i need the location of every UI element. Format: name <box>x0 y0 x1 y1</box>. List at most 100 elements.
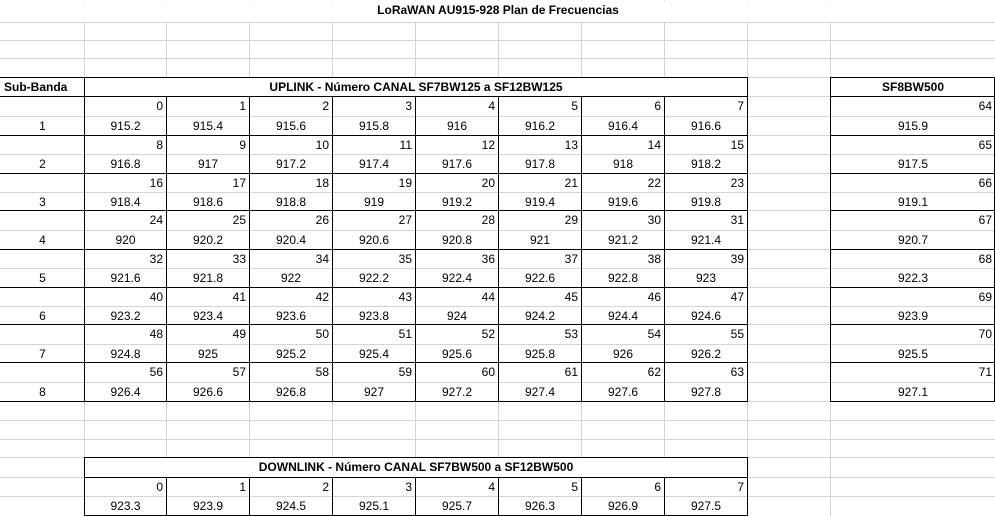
downlink-frequency[interactable]: 926.3 <box>499 497 581 516</box>
channel-number[interactable]: 52 <box>416 325 498 344</box>
channel-number[interactable]: 5 <box>499 97 581 116</box>
sf8-channel-number[interactable]: 71 <box>831 363 995 382</box>
channel-frequency[interactable]: 925 <box>167 345 249 362</box>
channel-frequency[interactable]: 921.4 <box>665 231 747 249</box>
channel-frequency[interactable]: 918.6 <box>167 193 249 210</box>
subband-number[interactable]: 6 <box>1 307 84 324</box>
channel-number[interactable]: 37 <box>499 250 581 268</box>
uplink-header[interactable]: UPLINK - Número CANAL SF7BW125 a SF12BW1… <box>85 78 747 96</box>
downlink-frequency[interactable]: 926.9 <box>582 497 664 516</box>
sf8-frequency[interactable]: 923.9 <box>831 307 995 324</box>
channel-frequency[interactable]: 919 <box>333 193 415 210</box>
channel-frequency[interactable]: 927.6 <box>582 383 664 401</box>
channel-frequency[interactable]: 916.4 <box>582 117 664 135</box>
downlink-channel-number[interactable]: 3 <box>333 478 415 496</box>
channel-number[interactable]: 7 <box>665 97 747 116</box>
channel-frequency[interactable]: 923.2 <box>85 307 166 324</box>
channel-number[interactable]: 57 <box>167 363 249 382</box>
downlink-frequency[interactable]: 923.3 <box>85 497 166 516</box>
channel-number[interactable]: 60 <box>416 363 498 382</box>
channel-number[interactable]: 41 <box>167 288 249 306</box>
channel-frequency[interactable]: 926.2 <box>665 345 747 362</box>
channel-frequency[interactable]: 924 <box>416 307 498 324</box>
channel-frequency[interactable]: 919.8 <box>665 193 747 210</box>
channel-frequency[interactable]: 917.6 <box>416 155 498 173</box>
channel-frequency[interactable]: 925.8 <box>499 345 581 362</box>
subband-number[interactable]: 2 <box>1 155 84 173</box>
channel-number[interactable]: 9 <box>167 136 249 154</box>
channel-number[interactable]: 35 <box>333 250 415 268</box>
channel-frequency[interactable]: 926 <box>582 345 664 362</box>
sf8-frequency[interactable]: 925.5 <box>831 345 995 362</box>
channel-number[interactable]: 6 <box>582 97 664 116</box>
channel-frequency[interactable]: 926.4 <box>85 383 166 401</box>
channel-frequency[interactable]: 916.6 <box>665 117 747 135</box>
channel-frequency[interactable]: 921.6 <box>85 269 166 287</box>
channel-number[interactable]: 13 <box>499 136 581 154</box>
channel-number[interactable]: 25 <box>167 211 249 230</box>
channel-number[interactable]: 39 <box>665 250 747 268</box>
channel-frequency[interactable]: 918.2 <box>665 155 747 173</box>
downlink-channel-number[interactable]: 1 <box>167 478 249 496</box>
channel-frequency[interactable]: 918 <box>582 155 664 173</box>
channel-number[interactable]: 51 <box>333 325 415 344</box>
channel-frequency[interactable]: 916 <box>416 117 498 135</box>
channel-frequency[interactable]: 915.2 <box>85 117 166 135</box>
channel-number[interactable]: 16 <box>85 174 166 192</box>
channel-number[interactable]: 55 <box>665 325 747 344</box>
channel-frequency[interactable]: 922.4 <box>416 269 498 287</box>
channel-frequency[interactable]: 915.4 <box>167 117 249 135</box>
channel-frequency[interactable]: 923.4 <box>167 307 249 324</box>
channel-frequency[interactable]: 925.4 <box>333 345 415 362</box>
sf8-frequency[interactable]: 917.5 <box>831 155 995 173</box>
sf8-channel-number[interactable]: 66 <box>831 174 995 192</box>
sf8-header[interactable]: SF8BW500 <box>831 78 995 96</box>
channel-number[interactable]: 34 <box>250 250 332 268</box>
channel-frequency[interactable]: 923.8 <box>333 307 415 324</box>
channel-frequency[interactable]: 916.8 <box>85 155 166 173</box>
channel-number[interactable]: 0 <box>85 97 166 116</box>
channel-number[interactable]: 48 <box>85 325 166 344</box>
channel-frequency[interactable]: 916.2 <box>499 117 581 135</box>
channel-frequency[interactable]: 918.8 <box>250 193 332 210</box>
channel-frequency[interactable]: 921.8 <box>167 269 249 287</box>
downlink-channel-number[interactable]: 2 <box>250 478 332 496</box>
channel-number[interactable]: 12 <box>416 136 498 154</box>
channel-frequency[interactable]: 927.8 <box>665 383 747 401</box>
downlink-channel-number[interactable]: 0 <box>85 478 166 496</box>
channel-frequency[interactable]: 923 <box>665 269 747 287</box>
channel-frequency[interactable]: 918.4 <box>85 193 166 210</box>
channel-number[interactable]: 31 <box>665 211 747 230</box>
channel-number[interactable]: 3 <box>333 97 415 116</box>
channel-frequency[interactable]: 926.6 <box>167 383 249 401</box>
channel-number[interactable]: 49 <box>167 325 249 344</box>
channel-frequency[interactable]: 923.6 <box>250 307 332 324</box>
channel-frequency[interactable]: 922 <box>250 269 332 287</box>
sf8-frequency[interactable]: 919.1 <box>831 193 995 210</box>
downlink-channel-number[interactable]: 4 <box>416 478 498 496</box>
channel-number[interactable]: 61 <box>499 363 581 382</box>
channel-number[interactable]: 24 <box>85 211 166 230</box>
channel-number[interactable]: 30 <box>582 211 664 230</box>
channel-frequency[interactable]: 920.8 <box>416 231 498 249</box>
channel-frequency[interactable]: 919.6 <box>582 193 664 210</box>
channel-number[interactable]: 42 <box>250 288 332 306</box>
downlink-frequency[interactable]: 925.7 <box>416 497 498 516</box>
subband-number[interactable]: 7 <box>1 345 84 362</box>
channel-number[interactable]: 18 <box>250 174 332 192</box>
channel-number[interactable]: 20 <box>416 174 498 192</box>
channel-number[interactable]: 47 <box>665 288 747 306</box>
channel-number[interactable]: 15 <box>665 136 747 154</box>
sf8-channel-number[interactable]: 68 <box>831 250 995 268</box>
sf8-channel-number[interactable]: 70 <box>831 325 995 344</box>
channel-frequency[interactable]: 924.6 <box>665 307 747 324</box>
channel-frequency[interactable]: 920.4 <box>250 231 332 249</box>
channel-number[interactable]: 4 <box>416 97 498 116</box>
channel-number[interactable]: 50 <box>250 325 332 344</box>
channel-number[interactable]: 28 <box>416 211 498 230</box>
channel-number[interactable]: 27 <box>333 211 415 230</box>
channel-number[interactable]: 62 <box>582 363 664 382</box>
subband-number[interactable]: 5 <box>1 269 84 287</box>
channel-frequency[interactable]: 915.8 <box>333 117 415 135</box>
downlink-frequency[interactable]: 923.9 <box>167 497 249 516</box>
